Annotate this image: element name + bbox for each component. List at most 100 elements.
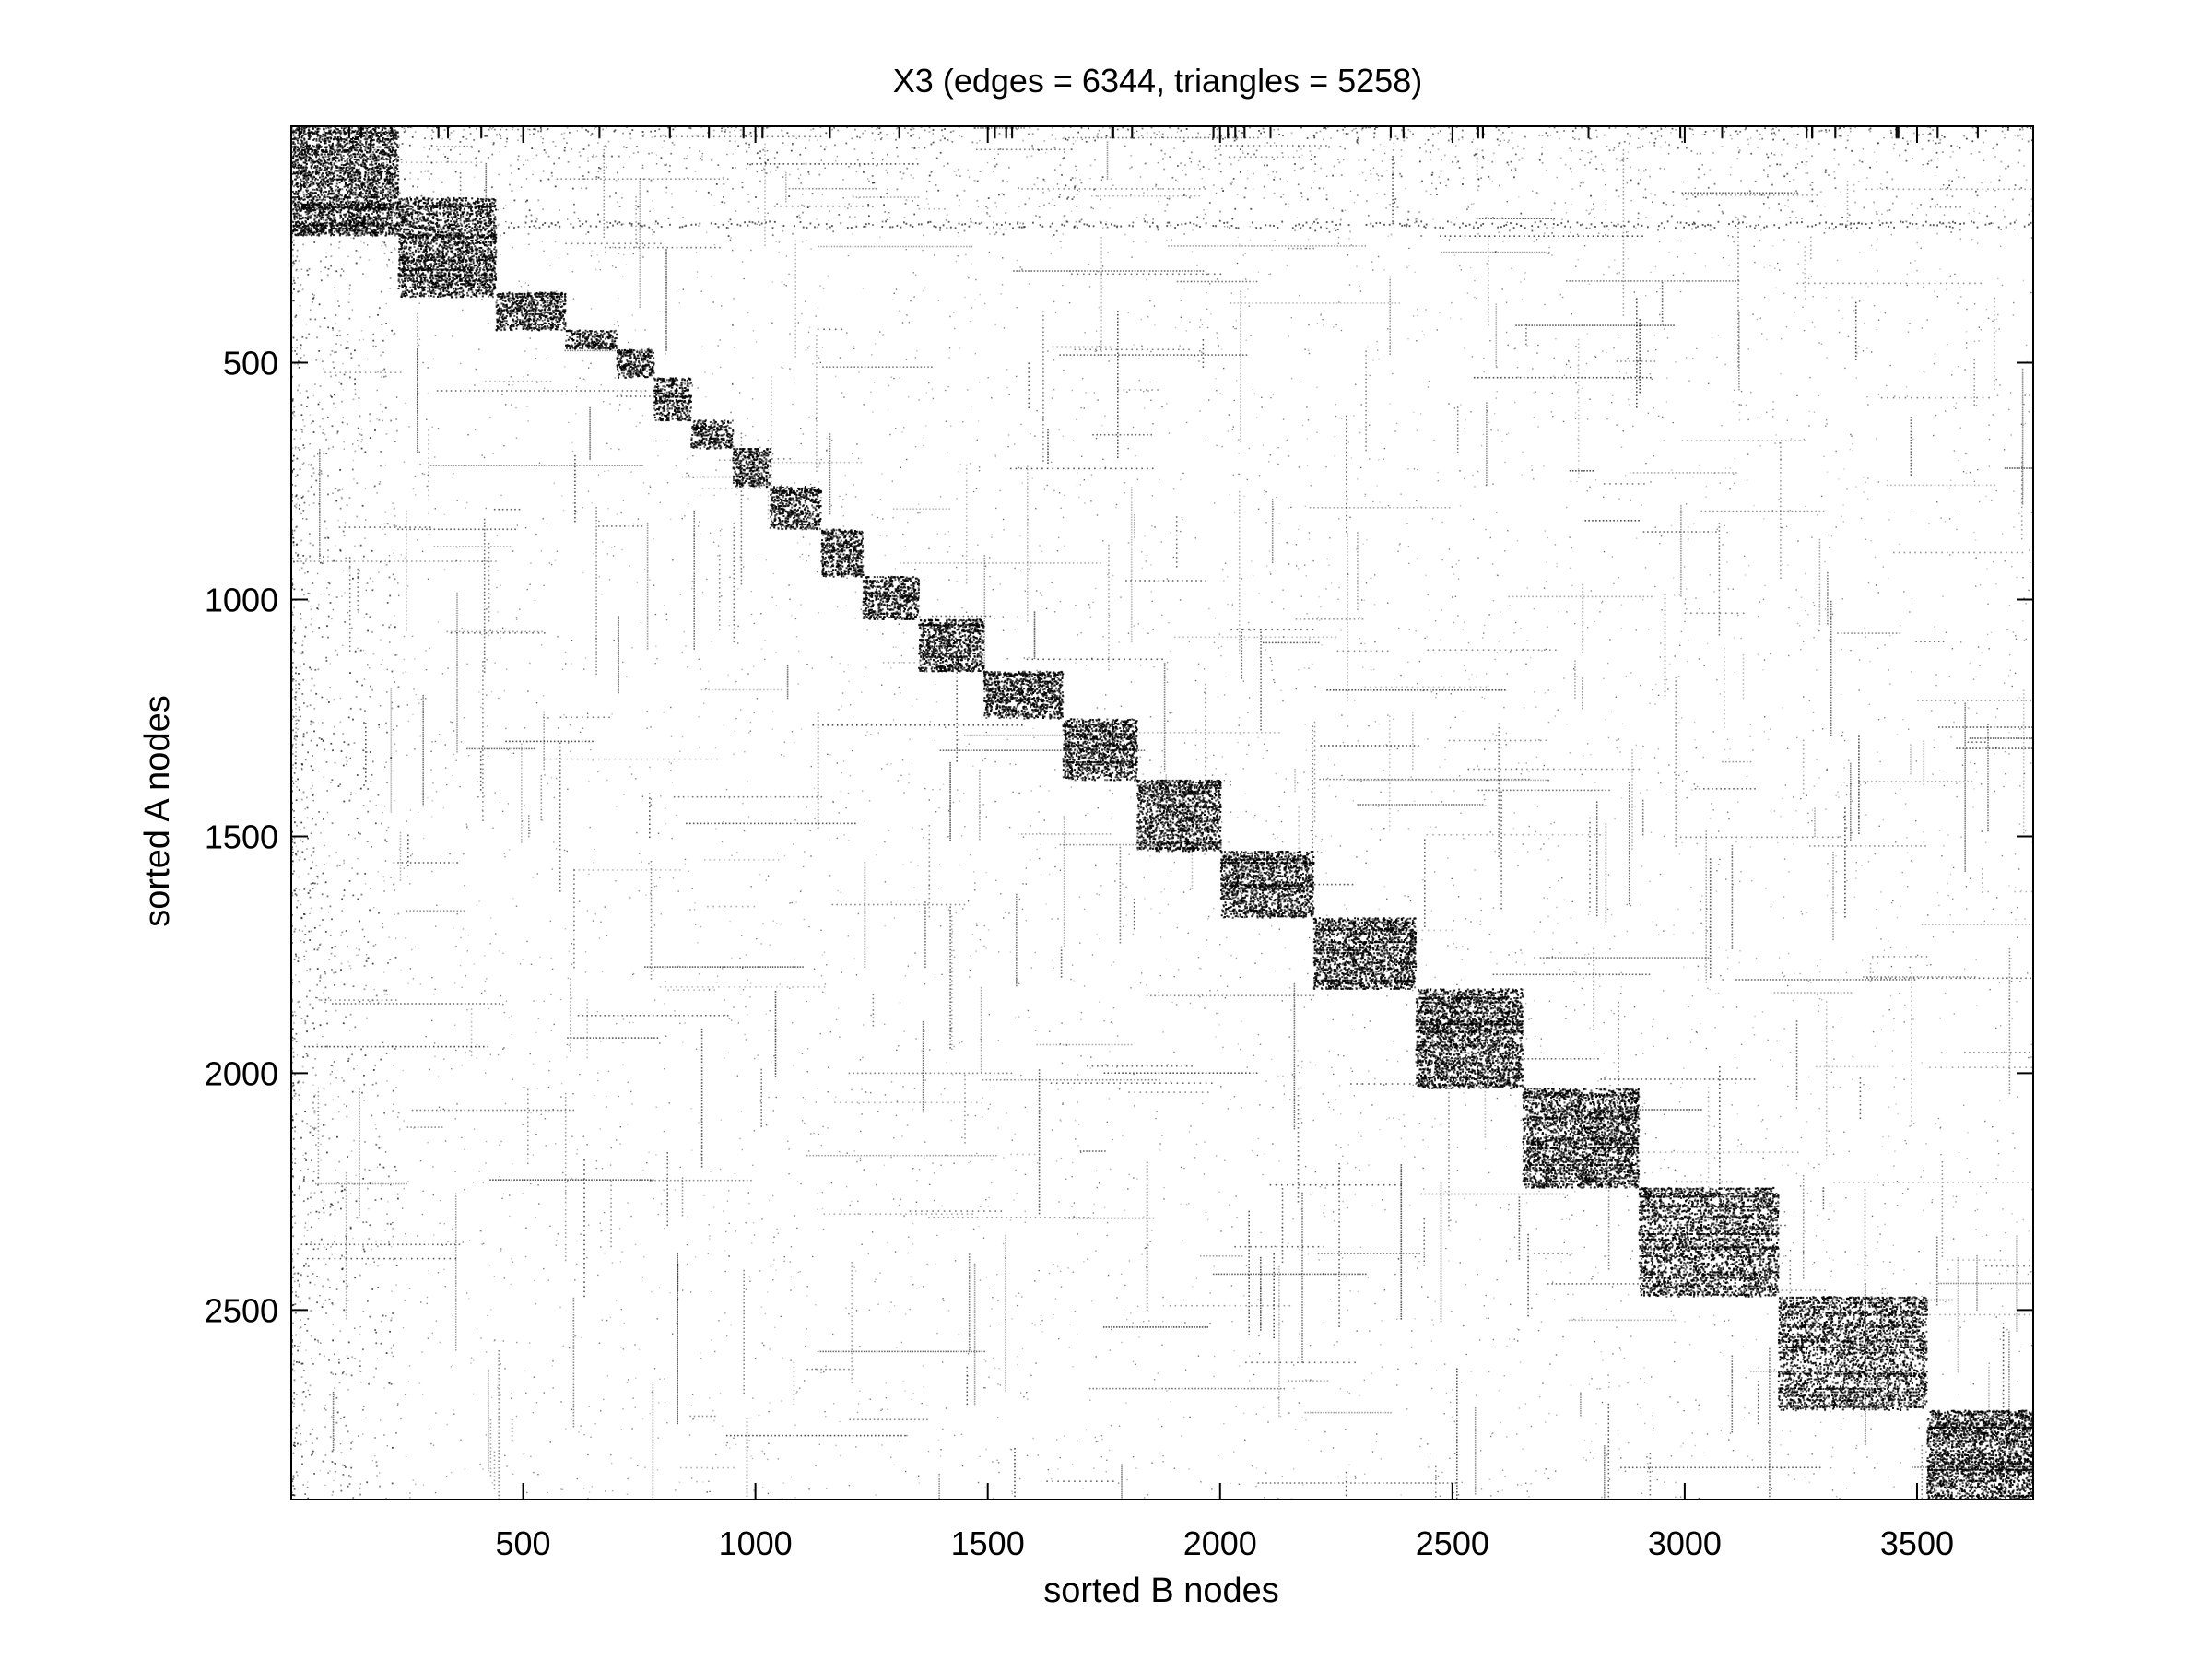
- matrix-dot: [387, 135, 389, 137]
- matrix-dot: [312, 189, 314, 191]
- matrix-dot: [349, 140, 351, 142]
- matrix-dot: [390, 186, 392, 188]
- matrix-dot: [367, 218, 369, 220]
- matrix-dot: [324, 182, 326, 184]
- matrix-dot: [367, 174, 369, 176]
- matrix-dot: [327, 185, 329, 187]
- matrix-dot: [360, 191, 362, 193]
- matrix-dot: [308, 130, 310, 132]
- matrix-dot: [382, 135, 383, 136]
- matrix-dot: [328, 163, 330, 165]
- matrix-dot: [397, 171, 399, 172]
- matrix-dot: [368, 144, 370, 146]
- matrix-dot: [372, 156, 374, 158]
- matrix-dot: [343, 155, 345, 157]
- matrix-dot: [380, 190, 382, 192]
- matrix-dot: [293, 226, 295, 228]
- matrix-dot: [386, 164, 388, 166]
- matrix-dot: [330, 183, 332, 185]
- matrix-dot: [394, 173, 395, 175]
- matrix-dot: [341, 164, 343, 166]
- matrix-dot: [305, 211, 307, 213]
- matrix-dot: [373, 171, 375, 172]
- matrix-dot: [391, 214, 393, 216]
- matrix-dot: [394, 168, 395, 170]
- matrix-dot: [293, 135, 295, 136]
- matrix-dot: [293, 193, 295, 194]
- matrix-dot: [382, 213, 384, 215]
- matrix-dot: [323, 192, 324, 194]
- matrix-dot: [351, 127, 353, 129]
- matrix-dot: [345, 216, 347, 218]
- matrix-dot: [312, 175, 314, 177]
- matrix-dot: [396, 229, 398, 230]
- matrix-dot: [306, 187, 308, 189]
- matrix-dot: [334, 162, 335, 164]
- matrix-dot: [300, 179, 301, 181]
- matrix-dot: [296, 216, 298, 218]
- matrix-dot: [325, 127, 327, 129]
- matrix-dot: [378, 163, 380, 165]
- matrix-dot: [380, 135, 382, 137]
- matrix-dot: [384, 194, 386, 196]
- matrix-dot: [368, 193, 370, 194]
- matrix-dot: [352, 218, 354, 220]
- matrix-dot: [375, 159, 377, 161]
- matrix-dot: [392, 225, 394, 227]
- matrix-dot: [347, 200, 349, 202]
- matrix-dot: [316, 196, 318, 198]
- matrix-dot: [364, 202, 366, 204]
- matrix-dot: [389, 161, 391, 163]
- matrix-dot: [308, 159, 310, 161]
- matrix-dot: [338, 200, 340, 202]
- matrix-dot: [387, 171, 389, 172]
- matrix-dot: [333, 147, 335, 148]
- matrix-dot: [309, 199, 311, 201]
- matrix-dot: [394, 170, 396, 171]
- matrix-dot: [312, 159, 314, 160]
- matrix-dot: [368, 194, 370, 196]
- matrix-dot: [318, 187, 320, 189]
- matrix-dot: [319, 177, 321, 179]
- matrix-dot: [374, 160, 376, 162]
- matrix-dot: [355, 177, 357, 179]
- matrix-dot: [392, 209, 394, 211]
- matrix-dot: [297, 206, 299, 207]
- matrix-dot: [366, 134, 368, 135]
- matrix-dot: [385, 128, 387, 130]
- matrix-dot: [364, 179, 366, 181]
- chart-title: X3 (edges = 6344, triangles = 5258): [893, 62, 1422, 100]
- matrix-dot: [300, 183, 301, 185]
- matrix-dot: [341, 159, 343, 161]
- matrix-dot: [371, 213, 373, 215]
- matrix-dot: [363, 146, 365, 147]
- matrix-dot: [340, 154, 342, 156]
- matrix-dot: [395, 159, 397, 160]
- matrix-dot: [389, 159, 391, 160]
- matrix-dot: [326, 196, 328, 198]
- matrix-dot: [299, 176, 300, 178]
- matrix-dot: [393, 192, 394, 194]
- matrix-dot: [334, 203, 335, 205]
- matrix-dot: [355, 192, 357, 194]
- matrix-dot: [301, 142, 303, 144]
- matrix-dot: [358, 164, 359, 166]
- matrix-dot: [387, 197, 389, 199]
- matrix-dot: [303, 181, 305, 182]
- matrix-dot: [343, 167, 345, 169]
- matrix-dot: [346, 189, 347, 191]
- matrix-dot: [312, 164, 313, 166]
- matrix-dot: [341, 188, 343, 190]
- matrix-dot: [396, 190, 398, 192]
- matrix-dot: [382, 195, 383, 197]
- matrix-dot: [348, 194, 350, 196]
- matrix-dot: [354, 159, 356, 160]
- matrix-dot: [358, 181, 359, 182]
- matrix-dot: [381, 176, 382, 178]
- matrix-dot: [384, 171, 386, 172]
- matrix-dot: [317, 165, 319, 167]
- matrix-dot: [316, 169, 318, 171]
- matrix-dot: [298, 167, 300, 169]
- matrix-dot: [301, 140, 303, 142]
